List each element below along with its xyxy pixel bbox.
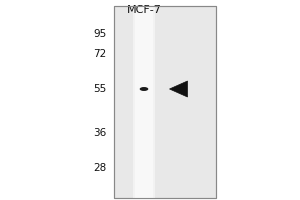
Bar: [114, 6, 216, 198]
Text: 55: 55: [93, 84, 106, 94]
Bar: [135, 6, 153, 198]
Text: 28: 28: [93, 163, 106, 173]
Bar: [133, 6, 155, 198]
Text: 72: 72: [93, 49, 106, 59]
Polygon shape: [169, 81, 188, 97]
Text: MCF-7: MCF-7: [127, 5, 161, 15]
Ellipse shape: [140, 87, 148, 91]
Bar: [114, 6, 216, 198]
Text: 95: 95: [93, 29, 106, 39]
Text: 36: 36: [93, 128, 106, 138]
